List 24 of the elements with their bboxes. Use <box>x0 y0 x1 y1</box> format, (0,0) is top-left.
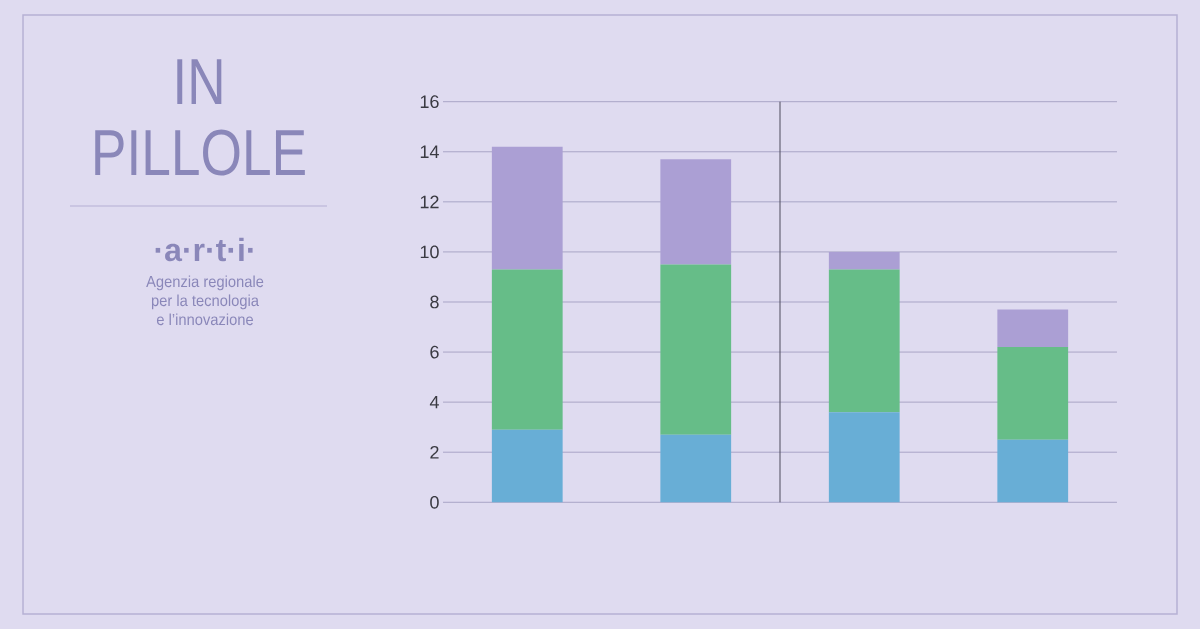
y-tick-label: 10 <box>420 245 439 259</box>
y-tick-label: 0 <box>430 495 439 509</box>
y-tick-label: 6 <box>430 345 439 359</box>
bar <box>997 347 1069 440</box>
chart-title: IN PILLOLE <box>95 59 305 176</box>
bar <box>491 269 563 430</box>
bar <box>491 429 563 503</box>
y-tick-label: 2 <box>430 445 439 459</box>
y-tick-label: 12 <box>420 195 439 209</box>
bar <box>660 159 732 265</box>
bar <box>997 439 1069 503</box>
bar <box>660 264 732 435</box>
bar <box>491 146 563 270</box>
text: Agenzia regionale per la tecnologia e l’innovazione <box>146 275 264 326</box>
text: ·a·r·t·i· <box>155 237 253 262</box>
y-tick-label: 4 <box>429 395 439 409</box>
bar <box>828 251 900 270</box>
y-tick-label: 14 <box>420 145 439 158</box>
bar <box>997 309 1069 348</box>
bar <box>828 412 900 503</box>
y-tick-label: 8 <box>430 295 439 309</box>
bar <box>660 434 732 503</box>
y-tick-label: 16 <box>420 95 439 109</box>
bar <box>828 269 900 413</box>
